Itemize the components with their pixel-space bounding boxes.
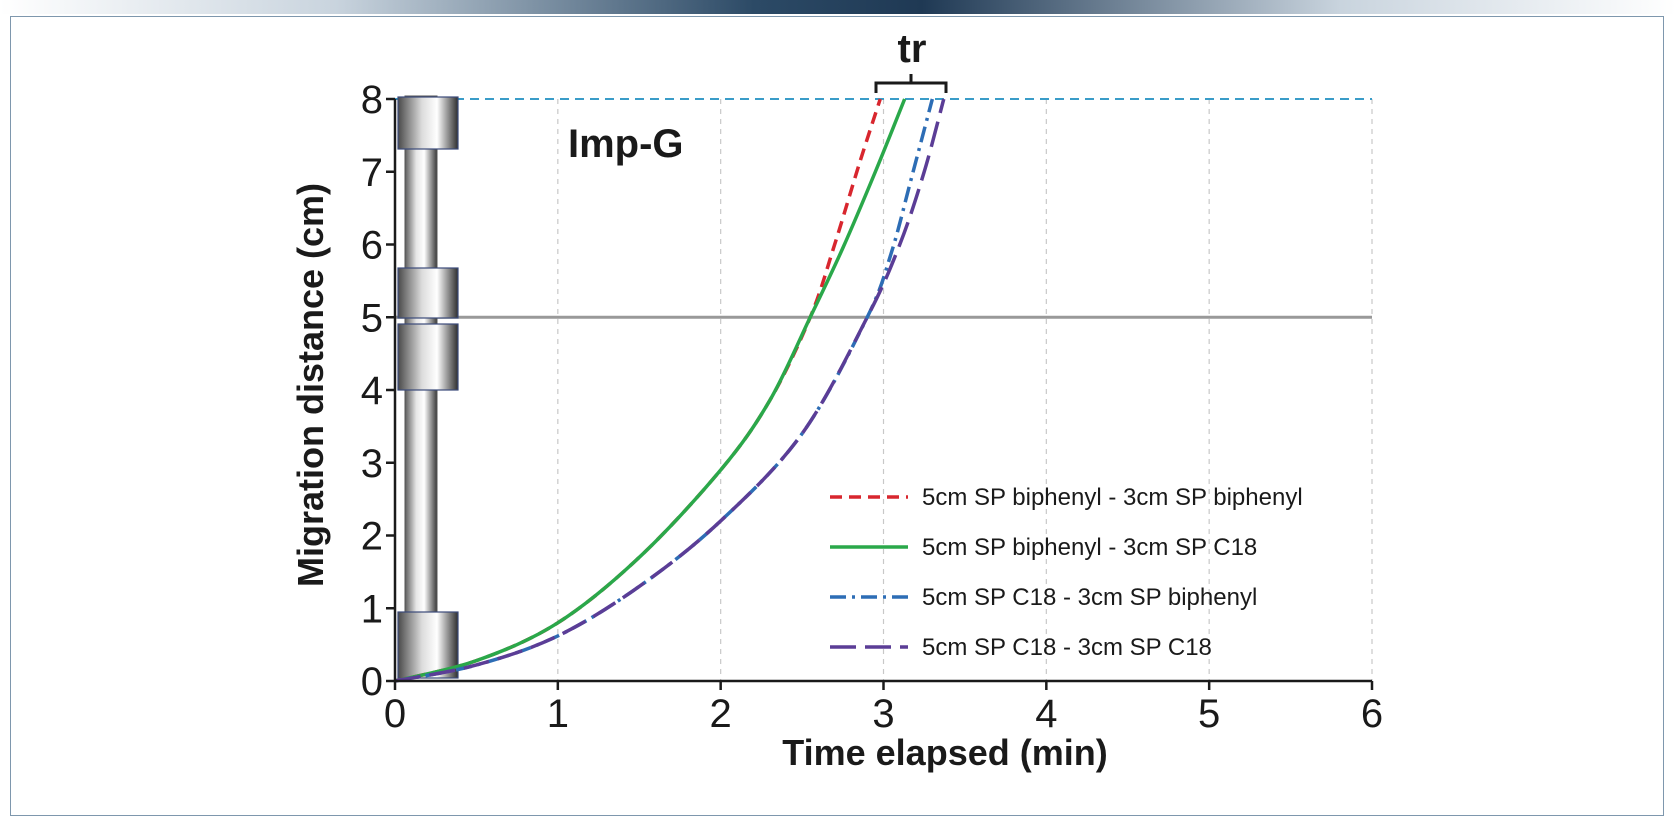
y-tick-label-0: 0: [361, 660, 383, 704]
data-series: [394, 98, 946, 683]
x-tick-label-4: 4: [1035, 692, 1057, 736]
x-axis-title: Time elapsed (min): [782, 732, 1107, 773]
figure-frame: [10, 16, 1664, 816]
series-line-2: [394, 98, 907, 683]
x-tick-label-0: 0: [384, 692, 406, 736]
legend-label-1: 5cm SP biphenyl - 3cm SP biphenyl: [922, 484, 1303, 511]
tr-label: tr: [898, 27, 927, 71]
series-line-1: [394, 98, 882, 683]
column-cap-junction-lower: [397, 323, 459, 391]
axes: [386, 97, 1374, 690]
series-line-4: [394, 98, 946, 683]
legend: 5cm SP biphenyl - 3cm SP biphenyl 5cm SP …: [830, 484, 1303, 661]
legend-label-2: 5cm SP biphenyl - 3cm SP C18: [922, 534, 1257, 561]
column-cap-top: [397, 96, 459, 150]
y-tick-label-3: 3: [361, 442, 383, 486]
y-tick-label-7: 7: [361, 151, 383, 195]
y-tick-label-8: 8: [361, 78, 383, 122]
reference-lines: [395, 98, 1372, 319]
column-cap-bottom: [397, 611, 459, 679]
panel-label: Imp-G: [568, 122, 684, 166]
x-tick-label-1: 1: [547, 692, 569, 736]
y-tick-label-1: 1: [361, 587, 383, 631]
y-tick-label-4: 4: [361, 369, 383, 413]
x-tick-label-6: 6: [1361, 692, 1383, 736]
legend-label-4: 5cm SP C18 - 3cm SP C18: [922, 634, 1212, 661]
legend-label-3: 5cm SP C18 - 3cm SP biphenyl: [922, 584, 1257, 611]
x-tick-label-2: 2: [710, 692, 732, 736]
y-tick-label-2: 2: [361, 515, 383, 559]
top-gradient-bar: [0, 0, 1676, 14]
x-tick-label-5: 5: [1198, 692, 1220, 736]
tick-labels: 0 1 2 3 4 5 6 0 1 2 3 4 5 6 7 8: [361, 78, 1383, 736]
x-tick-label-3: 3: [872, 692, 894, 736]
y-axis-title: Migration distance (cm): [290, 183, 331, 587]
column-cap-junction-upper: [397, 267, 459, 319]
column-illustration: [397, 95, 459, 679]
y-tick-label-6: 6: [361, 224, 383, 268]
gridlines: [557, 99, 1373, 681]
y-tick-label-5: 5: [361, 296, 383, 340]
tr-bracket: [874, 74, 948, 93]
